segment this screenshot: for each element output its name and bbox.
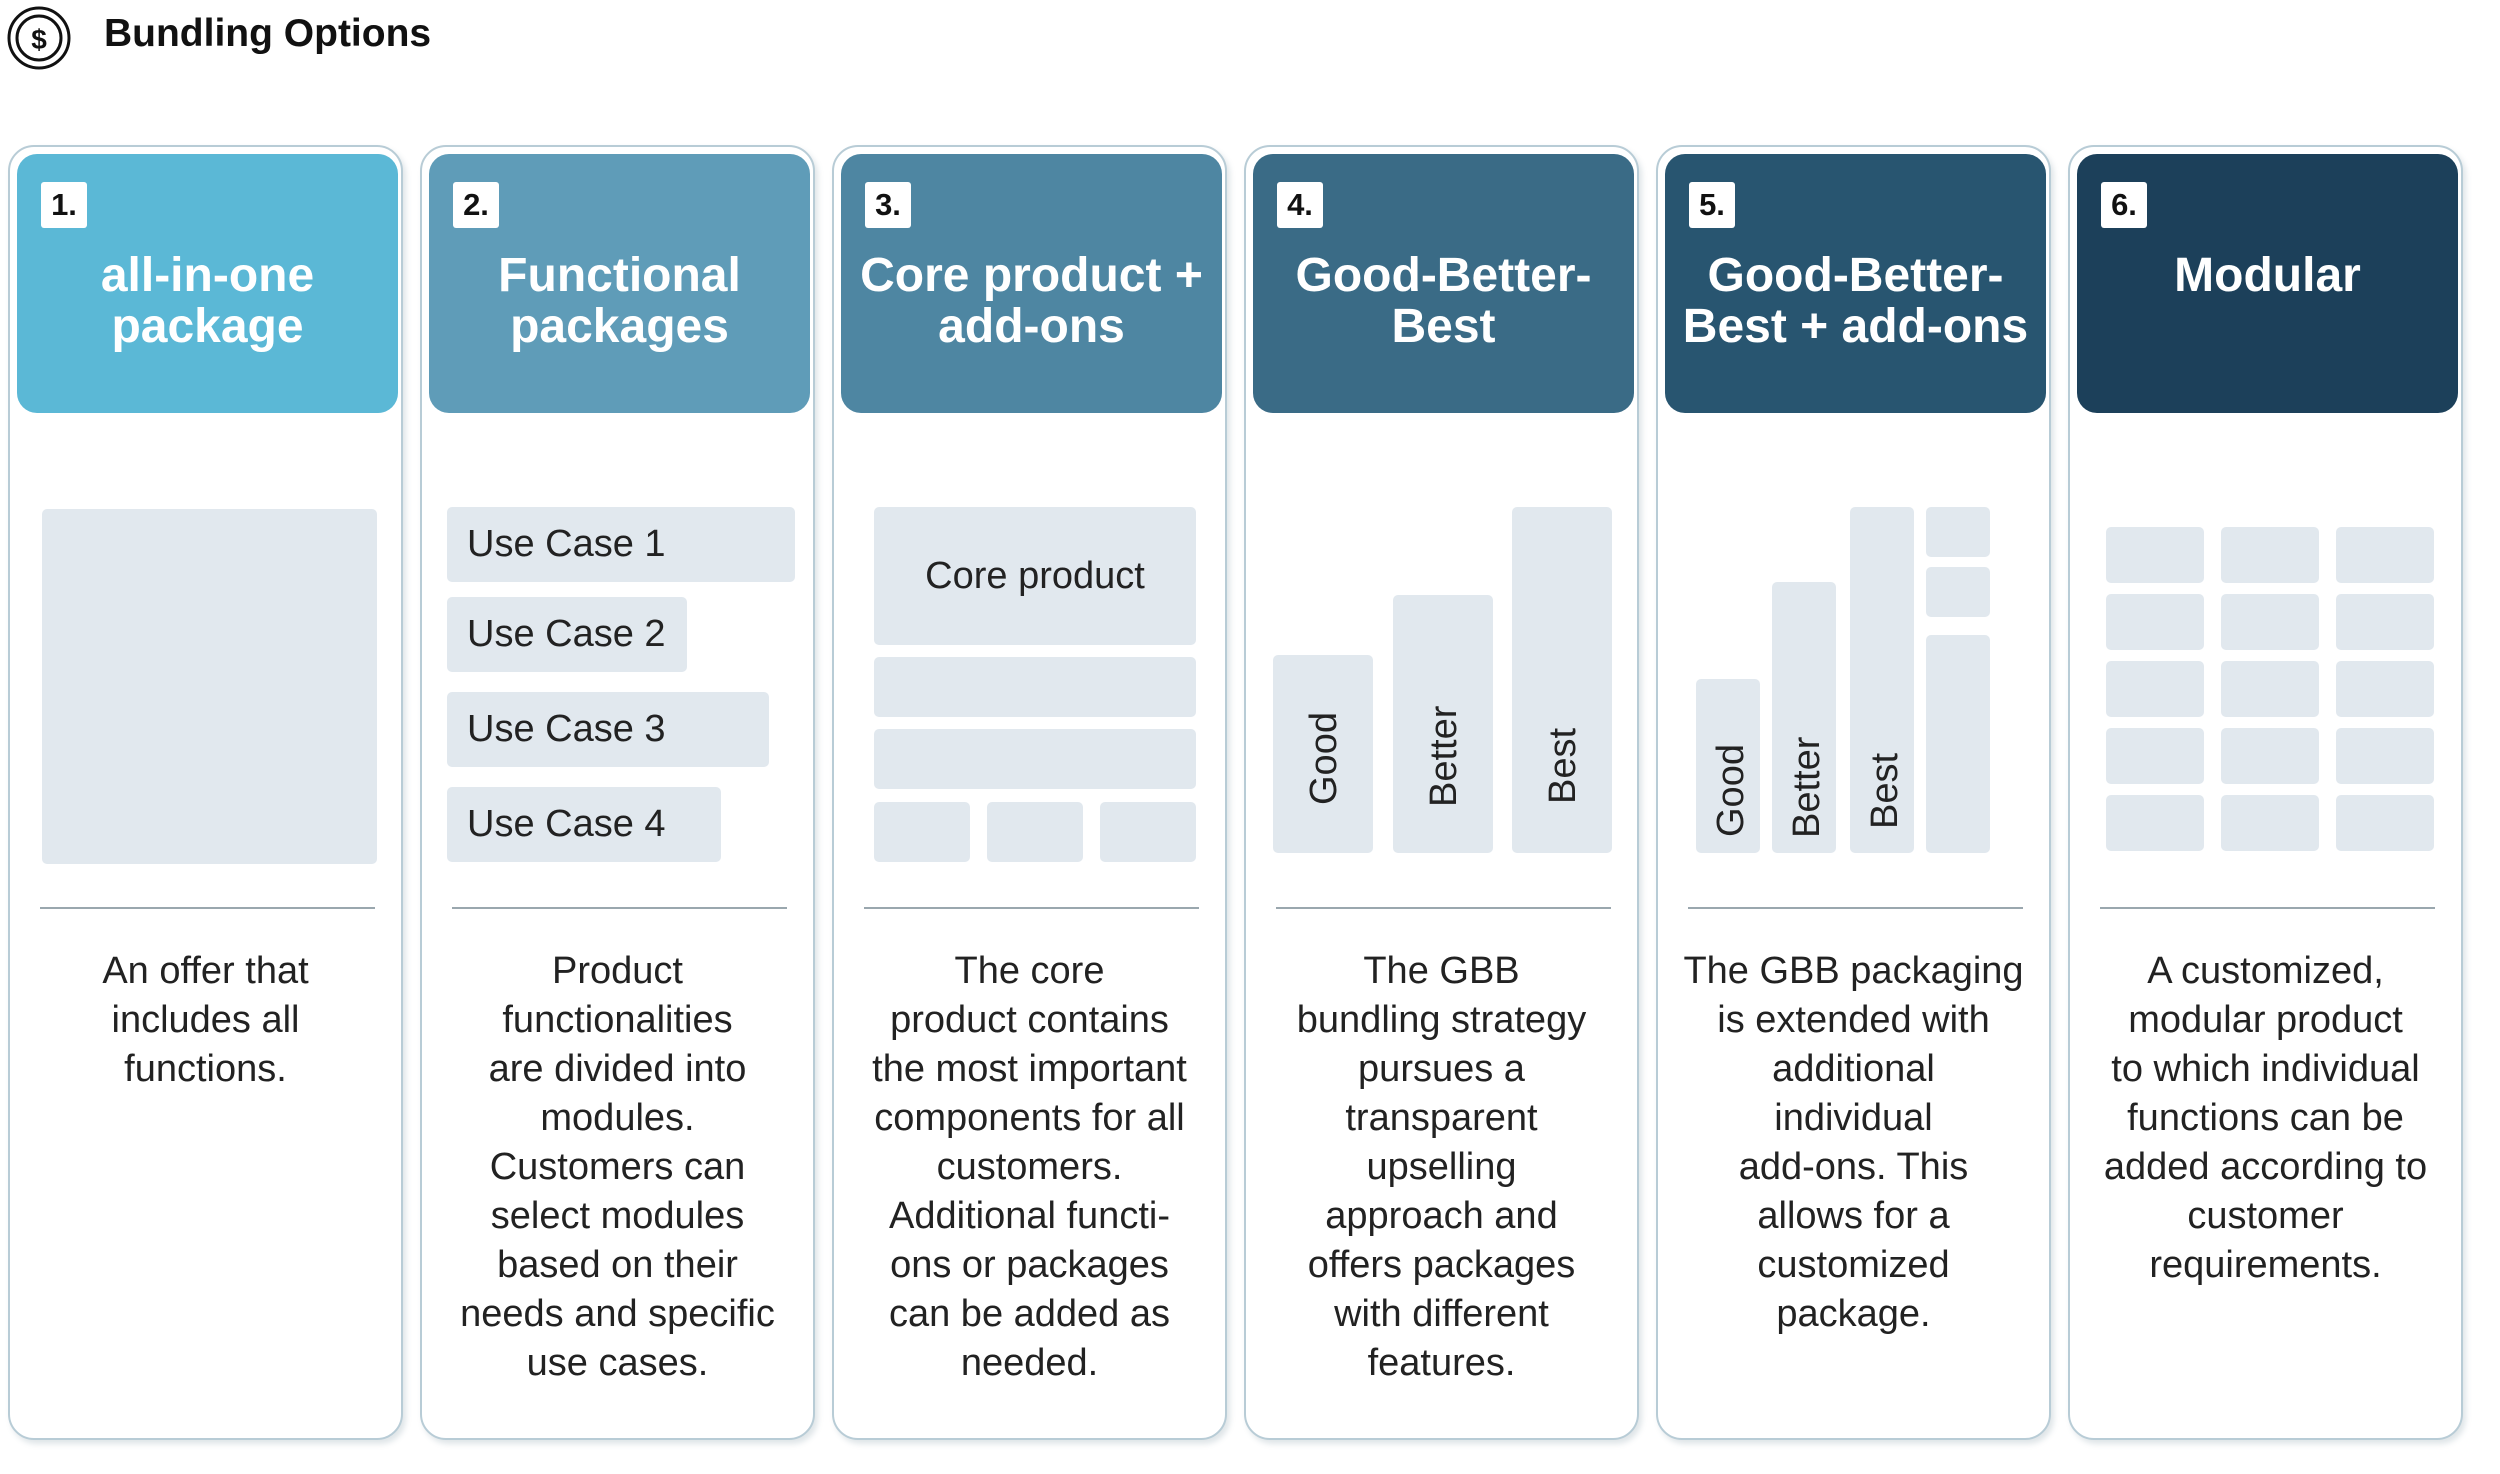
core-product-label: Core product	[925, 554, 1145, 597]
add-on-box	[874, 802, 970, 862]
option-number: 5.	[1689, 182, 1735, 228]
dollar-circle-icon: $	[7, 6, 71, 70]
option-number: 2.	[453, 182, 499, 228]
option-number: 1.	[41, 182, 87, 228]
core-product-box: Core product	[874, 507, 1196, 645]
tier-label: Best	[1542, 727, 1584, 804]
add-on-box	[987, 802, 1083, 862]
add-on-box	[1926, 567, 1990, 617]
card-header: 6. Modular	[2077, 154, 2458, 413]
use-case-label: Use Case 4	[467, 803, 666, 845]
divider	[1276, 907, 1611, 909]
use-case-box: Use Case 3	[447, 692, 769, 767]
option-title: Functional packages	[498, 249, 741, 353]
module-box	[2221, 527, 2319, 583]
option-card-gbb-addons: 5. Good-Better- Best + add-ons Good Bett…	[1656, 145, 2051, 1440]
module-box	[2336, 661, 2434, 717]
option-title: Modular	[2174, 249, 2361, 302]
tier-good-box: Good	[1696, 679, 1760, 853]
add-on-box	[874, 657, 1196, 717]
tier-label: Best	[1864, 752, 1906, 829]
module-box	[2221, 795, 2319, 851]
option-number: 6.	[2101, 182, 2147, 228]
option-description: The core product contains the most impor…	[872, 950, 1187, 1384]
all-in-one-block	[42, 509, 377, 864]
module-box	[2106, 661, 2204, 717]
option-number: 4.	[1277, 182, 1323, 228]
option-description: An offer that includes all functions.	[102, 950, 309, 1090]
tier-best-box: Best	[1850, 507, 1914, 853]
option-description: A customized, modular product to which i…	[2103, 950, 2428, 1286]
divider	[864, 907, 1199, 909]
module-box	[2106, 594, 2204, 650]
divider	[2100, 907, 2435, 909]
page-title: Bundling Options	[104, 12, 432, 55]
tier-label: Good	[1303, 712, 1345, 805]
option-description: The GBB packaging is extended with addit…	[1683, 950, 2024, 1335]
option-card-functional: 2. Functional packages Use Case 1 Use Ca…	[420, 145, 815, 1440]
module-box	[2106, 795, 2204, 851]
svg-text:$: $	[31, 24, 47, 55]
option-card-gbb: 4. Good-Better- Best Good Better Best Th…	[1244, 145, 1639, 1440]
use-case-label: Use Case 3	[467, 708, 666, 750]
tier-label: Better	[1786, 736, 1828, 838]
use-case-box: Use Case 4	[447, 787, 721, 862]
card-header: 1. all-in-one package	[17, 154, 398, 413]
tier-better-box: Better	[1393, 595, 1493, 853]
module-box	[2106, 728, 2204, 784]
card-header: 2. Functional packages	[429, 154, 810, 413]
tier-label: Better	[1423, 705, 1465, 807]
module-box	[2221, 661, 2319, 717]
card-header: 4. Good-Better- Best	[1253, 154, 1634, 413]
card-header: 5. Good-Better- Best + add-ons	[1665, 154, 2046, 413]
add-on-box	[874, 729, 1196, 789]
tier-best-box: Best	[1512, 507, 1612, 853]
add-on-box	[1926, 635, 1990, 853]
use-case-box: Use Case 2	[447, 597, 687, 672]
option-card-core-addons: 3. Core product + add-ons Core product T…	[832, 145, 1227, 1440]
tier-better-box: Better	[1772, 582, 1836, 853]
divider	[452, 907, 787, 909]
divider	[40, 907, 375, 909]
module-box	[2336, 594, 2434, 650]
use-case-box: Use Case 1	[447, 507, 795, 582]
module-box	[2221, 728, 2319, 784]
use-case-label: Use Case 1	[467, 523, 666, 565]
option-title: Core product + add-ons	[860, 249, 1203, 353]
add-on-box	[1926, 507, 1990, 557]
option-description: Product functionalities are divided into…	[460, 950, 775, 1384]
tier-label: Good	[1710, 744, 1752, 837]
add-on-box	[1100, 802, 1196, 862]
module-box	[2336, 728, 2434, 784]
option-title: Good-Better- Best	[1295, 249, 1592, 353]
option-title: all-in-one package	[100, 249, 315, 353]
module-box	[2336, 527, 2434, 583]
option-title: Good-Better- Best + add-ons	[1682, 249, 2029, 353]
use-case-label: Use Case 2	[467, 613, 666, 655]
module-box	[2106, 527, 2204, 583]
option-card-modular: 6. Modular A customized, modular product…	[2068, 145, 2463, 1440]
module-box	[2221, 594, 2319, 650]
option-number: 3.	[865, 182, 911, 228]
option-card-all-in-one: 1. all-in-one package An offer that incl…	[8, 145, 403, 1440]
option-description: The GBB bundling strategy pursues a tran…	[1296, 950, 1587, 1384]
tier-good-box: Good	[1273, 655, 1373, 853]
card-header: 3. Core product + add-ons	[841, 154, 1222, 413]
divider	[1688, 907, 2023, 909]
module-box	[2336, 795, 2434, 851]
